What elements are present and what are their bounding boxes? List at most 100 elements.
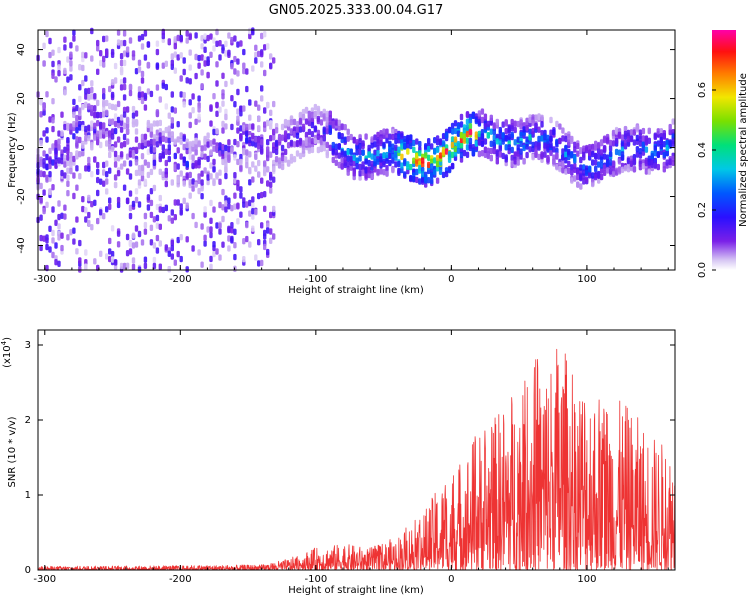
spectrogram-cell	[397, 133, 401, 140]
spectrogram-cell	[39, 139, 43, 147]
spectrogram-cell	[200, 151, 204, 158]
spectrogram-cell	[245, 85, 249, 93]
spectrogram-cell	[373, 149, 377, 156]
spectrogram-cell	[495, 118, 499, 126]
spectrogram-cell	[289, 119, 294, 126]
spectrogram-cell	[468, 123, 473, 130]
spectrogram-cell	[427, 161, 431, 169]
spectrogram-cell	[188, 192, 192, 199]
spectrogram-cell	[510, 131, 514, 139]
spectrogram-cell	[534, 122, 538, 130]
spectrogram-cell	[185, 37, 189, 44]
spectrogram-cell	[245, 136, 249, 144]
spectrogram-cell	[239, 105, 243, 112]
spectrogram-cell	[501, 138, 505, 145]
spectrogram-cell	[263, 69, 267, 77]
spectrogram-cell	[66, 122, 70, 130]
spectrogram-cell	[155, 40, 160, 47]
spectrogram-cell	[215, 248, 219, 255]
spectrogram-cell	[662, 166, 666, 173]
spectrogram-cell	[269, 62, 273, 69]
spectrogram-cell	[304, 139, 309, 147]
spectrogram-cell	[110, 79, 115, 86]
spectrogram-cell	[489, 147, 493, 155]
spectrogram-cell	[540, 130, 544, 137]
spectrogram-cell	[280, 123, 285, 131]
spectrogram-cell	[504, 144, 508, 151]
spectrogram-cell	[292, 118, 297, 126]
spectrogram-cell	[358, 143, 362, 150]
spectrogram-cell	[51, 229, 55, 237]
spectrogram-cell	[218, 106, 222, 113]
spectrogram-cell	[501, 121, 505, 128]
spectrogram-cell	[75, 150, 79, 157]
spectrogram-cell	[644, 139, 649, 146]
spectrogram-cell	[54, 259, 58, 266]
spectrogram-cell	[254, 165, 258, 172]
spectrogram-cell	[227, 154, 231, 161]
spectrogram-cell	[155, 120, 160, 127]
spectrogram-cell	[340, 157, 344, 164]
spectrogram-cell	[623, 165, 628, 172]
spectrogram-cell	[134, 146, 139, 153]
spectrogram-cell	[39, 244, 43, 252]
spectrogram-cell	[57, 64, 61, 71]
spectrogram-cell	[254, 141, 258, 148]
spectrogram-cell	[188, 147, 192, 154]
spectrogram-cell	[218, 222, 222, 229]
spectrogram-cell	[140, 164, 145, 171]
spectrogram-cell	[102, 55, 106, 63]
spectrogram-cell	[221, 72, 225, 79]
spectrogram-cell	[430, 158, 434, 165]
spectrogram-cell	[149, 224, 154, 231]
spectrogram-cell	[57, 138, 61, 145]
spectrogram-cell	[283, 135, 288, 143]
spectrogram-cell	[75, 45, 79, 52]
spectrogram-cell	[307, 136, 312, 143]
spectrogram-cell	[585, 176, 589, 183]
spectrogram-cell	[325, 128, 329, 135]
spectrogram-cell	[269, 187, 273, 194]
spectrogram-cell	[116, 230, 121, 237]
spectrogram-cell	[242, 238, 246, 245]
spectrogram-cell	[430, 163, 434, 170]
x-tick-label: 100	[577, 574, 596, 585]
spectrogram-cell	[602, 164, 607, 171]
spectrogram-cell	[48, 37, 52, 45]
spectrogram-cell	[137, 59, 142, 66]
spectrogram-cell	[167, 137, 171, 144]
spectrogram-cell	[558, 165, 562, 173]
spectrogram-cell	[209, 173, 213, 180]
spectrogram-cell	[203, 153, 207, 160]
spectrogram-cell	[403, 171, 407, 178]
colorbar-ticks: 0.0 0.2 0.4 0.6	[697, 82, 716, 278]
spectrogram-cell	[480, 108, 485, 115]
spectrogram-cell	[84, 135, 88, 142]
spectrogram-cell	[272, 146, 276, 154]
spectrogram-cell	[176, 54, 180, 61]
spectrogram-cell	[236, 184, 240, 191]
spectrogram-cell	[418, 164, 422, 172]
spectrogram-cell	[376, 158, 380, 165]
spectrogram-cell	[119, 84, 124, 91]
spectrogram-cell	[200, 170, 204, 177]
spectrogram-cell	[143, 133, 148, 140]
spectrogram-cell	[412, 146, 416, 153]
spectrogram-cell	[197, 140, 201, 148]
spectrogram-cell	[140, 142, 145, 150]
spectrogram-cell	[555, 139, 559, 146]
spectrogram-cell	[325, 110, 329, 118]
spectrogram-cell	[179, 234, 183, 241]
spectrogram-cell	[191, 185, 195, 192]
spectrogram-cell	[113, 104, 118, 111]
spectrogram-cell	[620, 139, 625, 147]
spectrogram-cell	[212, 241, 216, 248]
spectrogram-cell	[260, 222, 264, 229]
spectrogram-cell	[310, 111, 315, 118]
spectrogram-cell	[227, 203, 231, 210]
spectrogram-cell	[170, 209, 174, 216]
spectrogram-cell	[87, 211, 91, 219]
spectrogram-cell	[558, 137, 562, 145]
spectrogram-cell	[418, 178, 422, 185]
spectrogram-cell	[585, 169, 589, 177]
